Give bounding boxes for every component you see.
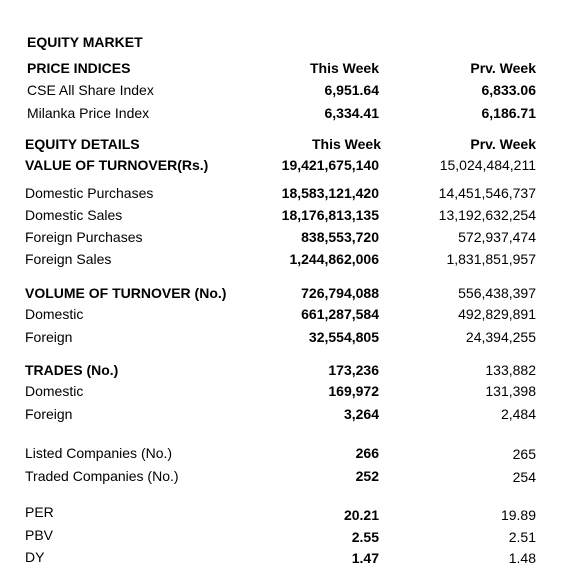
prev-week-value: 133,882 [485,362,536,378]
row-label: Milanka Price Index [27,105,150,121]
volume-turnover-row: VOLUME OF TURNOVER (No.) 726,794,088 556… [0,283,567,303]
prev-week-value: 1.48 [508,550,536,566]
equity-details-header-row: EQUITY DETAILS This Week Prv. Week [0,134,567,154]
equity-market-title: EQUITY MARKET [27,34,143,50]
table-row: DY 1.47 1.48 [0,547,567,567]
table-row: Foreign 3,264 2,484 [0,404,567,424]
this-week-value: 169,972 [328,383,379,399]
this-week-value: 6,951.64 [324,82,380,98]
row-label: Traded Companies (No.) [25,468,179,484]
prev-week-value: 14,451,546,737 [438,185,536,201]
row-label: VALUE OF TURNOVER(Rs.) [25,157,209,173]
table-row: PER 20.21 19.89 [0,502,567,523]
this-week-value: 6,334.41 [324,105,380,121]
col-prev-week: Prv. Week [470,60,536,76]
table-row: PBV 2.55 2.51 [0,525,567,545]
table-row: Domestic Purchases 18,583,121,420 14,451… [0,183,567,203]
table-row: Domestic 661,287,584 492,829,891 [0,304,567,324]
row-label: Foreign [25,406,73,422]
row-label: Foreign Sales [25,251,112,267]
prev-week-value: 6,186.71 [481,105,537,121]
col-prev-week: Prv. Week [470,136,536,152]
prev-week-value: 572,937,474 [458,229,536,245]
table-row: Listed Companies (No.) 266 265 [0,443,567,463]
prev-week-value: 13,192,632,254 [438,207,536,223]
prev-week-value: 265 [512,446,536,462]
this-week-value: 1,244,862,006 [289,251,379,267]
row-label: DY [25,549,45,565]
row-label: Listed Companies (No.) [25,445,173,461]
row-label: Foreign Purchases [25,229,143,245]
row-label: TRADES (No.) [25,362,119,378]
col-this-week: This Week [312,136,381,152]
this-week-value: 266 [355,445,379,461]
table-row: Traded Companies (No.) 252 254 [0,466,567,486]
value-turnover-row: VALUE OF TURNOVER(Rs.) 19,421,675,140 15… [0,155,567,175]
prev-week-value: 254 [512,469,536,485]
table-row: Foreign Purchases 838,553,720 572,937,47… [0,227,567,247]
this-week-value: 173,236 [328,362,379,378]
prev-week-value: 24,394,255 [465,329,536,345]
this-week-value: 3,264 [343,406,379,422]
trades-row: TRADES (No.) 173,236 133,882 [0,360,567,380]
this-week-value: 1.47 [351,550,379,566]
price-indices-header-row: PRICE INDICES This Week Prv. Week [0,58,567,78]
prev-week-value: 492,829,891 [458,306,536,322]
prev-week-value: 6,833.06 [481,82,537,98]
prev-week-value: 131,398 [485,383,536,399]
row-label: Domestic Sales [25,207,123,223]
equity-details-heading: EQUITY DETAILS [25,136,140,152]
this-week-value: 726,794,088 [301,285,379,301]
this-week-value: 2.55 [351,529,379,545]
prev-week-value: 2,484 [500,406,536,422]
this-week-value: 18,176,813,135 [281,207,379,223]
prev-week-value: 2.51 [508,529,536,545]
table-row: Foreign Sales 1,244,862,006 1,831,851,95… [0,249,567,269]
row-label: Domestic Purchases [25,185,154,201]
row-label: Domestic [25,383,84,399]
row-label: Domestic [25,306,84,322]
prev-week-value: 1,831,851,957 [446,251,536,267]
table-row: Milanka Price Index 6,334.41 6,186.71 [0,103,567,123]
this-week-value: 661,287,584 [301,306,379,322]
prev-week-value: 556,438,397 [458,285,536,301]
prev-week-value: 19.89 [500,507,536,523]
this-week-value: 18,583,121,420 [281,185,379,201]
table-row: Domestic Sales 18,176,813,135 13,192,632… [0,205,567,225]
row-label: PER [25,504,54,520]
table-row: CSE All Share Index 6,951.64 6,833.06 [0,80,567,100]
row-label: CSE All Share Index [27,82,154,98]
this-week-value: 32,554,805 [308,329,379,345]
price-indices-heading: PRICE INDICES [27,60,131,76]
this-week-value: 838,553,720 [301,229,379,245]
this-week-value: 20.21 [343,507,379,523]
table-row: Domestic 169,972 131,398 [0,381,567,401]
row-label: Foreign [25,329,73,345]
row-label: PBV [25,527,54,543]
row-label: VOLUME OF TURNOVER (No.) [25,285,227,301]
this-week-value: 19,421,675,140 [281,157,379,173]
this-week-value: 252 [355,468,379,484]
prev-week-value: 15,024,484,211 [439,157,536,173]
col-this-week: This Week [310,60,379,76]
table-row: Foreign 32,554,805 24,394,255 [0,327,567,347]
